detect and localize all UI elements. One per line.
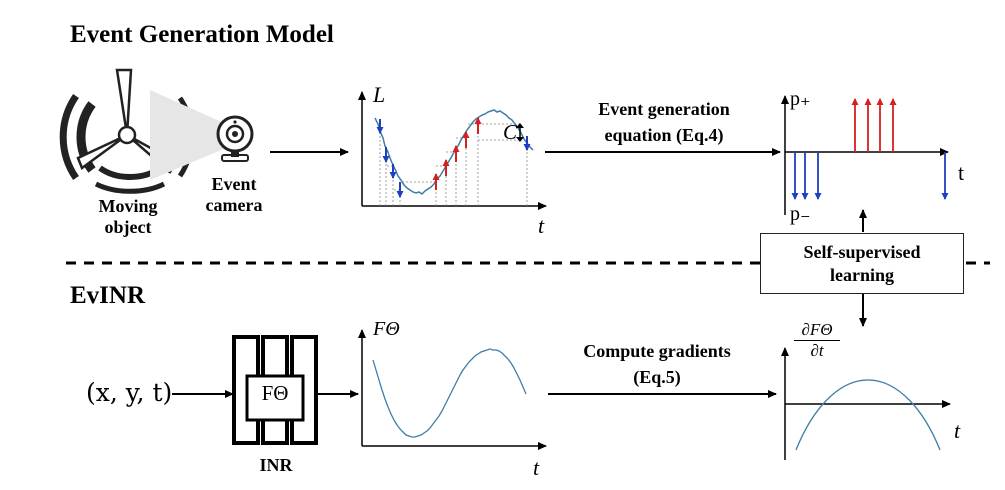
section-title-event-generation: Event Generation Model bbox=[70, 21, 334, 48]
intensity-time-axis-label: t bbox=[538, 213, 545, 238]
network-function-label: FΘ bbox=[261, 381, 289, 405]
camera-view-cone bbox=[150, 90, 226, 180]
section-title-evinr: EvINR bbox=[70, 282, 146, 309]
derivative-numerator: ∂FΘ bbox=[794, 320, 840, 341]
inr-caption: INR bbox=[259, 455, 293, 475]
events-time-axis-label: t bbox=[958, 160, 965, 185]
derivative-axis-label: ∂FΘ ∂t bbox=[794, 320, 840, 360]
intensity-graph bbox=[358, 91, 547, 210]
f-theta-time-axis-label: t bbox=[533, 455, 540, 480]
derivative-denominator: ∂t bbox=[810, 341, 824, 360]
events-plot bbox=[781, 95, 949, 215]
positive-polarity-label: p₊ bbox=[790, 88, 811, 110]
f-theta-axis-label: FΘ bbox=[373, 318, 400, 340]
moving-object-label: Moving object bbox=[98, 196, 158, 237]
intensity-axis-label: L bbox=[373, 82, 386, 107]
negative-polarity-label: p₋ bbox=[790, 203, 811, 225]
inr-network bbox=[232, 335, 318, 445]
event-camera-icon bbox=[216, 115, 254, 162]
event-generation-caption: Event generation equation (Eq.4) bbox=[598, 99, 730, 145]
f-theta-graph bbox=[358, 329, 547, 450]
gradient-time-axis-label: t bbox=[954, 418, 961, 443]
input-coordinates-label: (x, y, t) bbox=[86, 378, 173, 407]
event-camera-label: Event camera bbox=[205, 174, 263, 215]
compute-gradients-caption: Compute gradients (Eq.5) bbox=[583, 341, 731, 387]
self-supervised-learning-box: Self-supervised learning bbox=[760, 233, 964, 294]
gradient-graph bbox=[781, 347, 951, 460]
threshold-label: C bbox=[503, 120, 518, 144]
